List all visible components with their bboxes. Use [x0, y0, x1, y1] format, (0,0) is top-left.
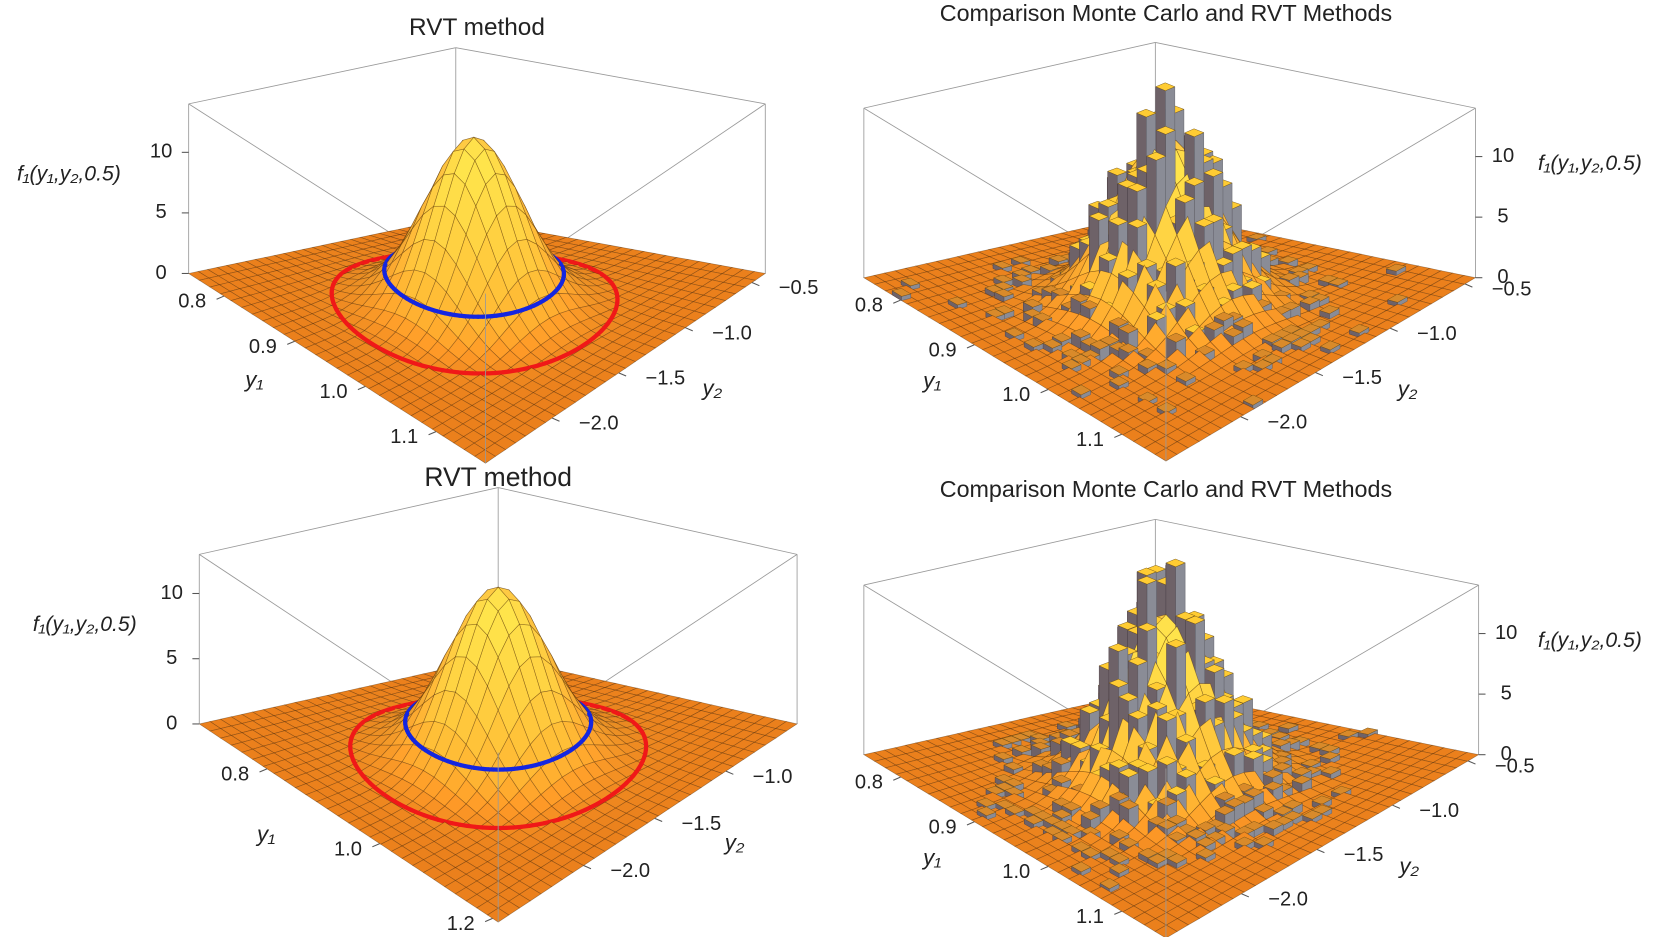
box-edge [455, 47, 766, 105]
x-tick-label: 1.0 [320, 381, 348, 403]
bar-top [1048, 254, 1069, 263]
x-tick [287, 340, 295, 345]
y-tick-label: −2.0 [1267, 411, 1307, 433]
x-tick-label: 0.8 [178, 291, 206, 313]
bar-top [1020, 265, 1041, 273]
x-tick [1040, 389, 1049, 394]
box-edge [1155, 518, 1479, 586]
z-axis-label: f₁(y₁,y₂,0.5) [1538, 152, 1642, 175]
chart-title: RVT method [409, 14, 545, 41]
panel: 0.8 1.0 1.2 −2.0 −1.5 −1.0 0 5 10 y₁ y₂ f₁(y₁,y₂,0.… [33, 462, 798, 935]
x-tick-label: 0.9 [249, 336, 277, 358]
x-tick-label: 0.9 [929, 339, 957, 361]
box-edge [188, 47, 456, 105]
y-tick-label: −1.0 [712, 322, 752, 344]
y-tick-label: −0.5 [779, 277, 819, 299]
y-tick-label: −1.5 [682, 813, 722, 835]
bar-top [1010, 256, 1031, 264]
y-tick-label: −2.0 [579, 413, 619, 435]
box-edge [863, 41, 1156, 109]
y-tick-label: −1.5 [1342, 367, 1382, 389]
x-tick-label: 1.0 [1002, 384, 1030, 406]
y-tick [685, 327, 693, 332]
panel: 0.8 0.9 1.0 1.1 −2.0 −1.5 −1.0 −0.5 0 5 10 y₁ y₂ f₁(y… [17, 14, 819, 464]
y-tick [751, 282, 760, 287]
y-axis-label: y₂ [723, 830, 745, 855]
z-tick-label: 0 [156, 262, 167, 284]
z-axis-label: f₁(y₁,y₂,0.5) [17, 162, 121, 185]
box-edge [863, 518, 1156, 586]
y-tick [1464, 283, 1473, 288]
y-tick [654, 817, 663, 823]
z-tick-label: 0 [166, 712, 177, 734]
y-tick-label: −1.5 [645, 368, 685, 390]
box-edge [1155, 41, 1476, 109]
x-tick-label: 1.1 [1076, 429, 1104, 451]
chart-title: RVT method [424, 462, 572, 492]
y-axis-label: y₂ [1396, 376, 1418, 401]
y-tick [618, 372, 627, 377]
z-tick-label: 10 [150, 141, 172, 163]
x-axis-label: y₁ [255, 822, 275, 847]
x-tick-label: 1.2 [447, 913, 475, 935]
x-tick [1114, 433, 1122, 438]
x-tick [216, 295, 225, 300]
x-axis-label: y₁ [243, 367, 263, 392]
x-tick [372, 843, 380, 848]
y-tick [725, 770, 734, 775]
chart-title: Comparison Monte Carlo and RVT Methods [940, 0, 1392, 26]
x-tick [966, 344, 975, 349]
z-tick-label: 5 [166, 647, 177, 669]
x-tick [428, 431, 437, 436]
z-tick-label: 10 [1492, 145, 1514, 167]
x-tick-label: 0.8 [221, 763, 249, 785]
y-tick [1315, 372, 1324, 377]
bar-top [992, 261, 1013, 269]
x-tick [357, 385, 366, 391]
y-tick-label: −1.0 [753, 766, 793, 788]
bar-top [1246, 233, 1267, 240]
x-tick [893, 299, 901, 304]
x-tick [484, 917, 493, 923]
z-tick-label: 5 [1497, 205, 1508, 227]
y-tick [551, 417, 560, 422]
y-axis-label: y₂ [700, 375, 722, 400]
x-tick [259, 768, 268, 773]
y-tick-label: −2.0 [610, 860, 650, 882]
y-tick-label: −1.0 [1417, 323, 1457, 345]
y-tick [1390, 327, 1398, 332]
bar-top [1277, 256, 1299, 264]
x-axis-label: y₁ [921, 368, 941, 393]
x-tick-label: 1.1 [390, 426, 418, 448]
x-tick-label: 1.0 [334, 838, 362, 860]
x-tick-label: 0.8 [855, 295, 883, 317]
box-edge [498, 487, 798, 555]
y-tick [583, 865, 592, 870]
z-tick-label: 0 [1497, 266, 1508, 288]
bar-top [1039, 263, 1060, 271]
z-axis-label: f₁(y₁,y₂,0.5) [33, 613, 137, 636]
box-edge [199, 487, 499, 555]
z-tick-label: 10 [161, 582, 183, 604]
z-tick-label: 5 [156, 201, 167, 223]
y-tick [1240, 416, 1249, 421]
